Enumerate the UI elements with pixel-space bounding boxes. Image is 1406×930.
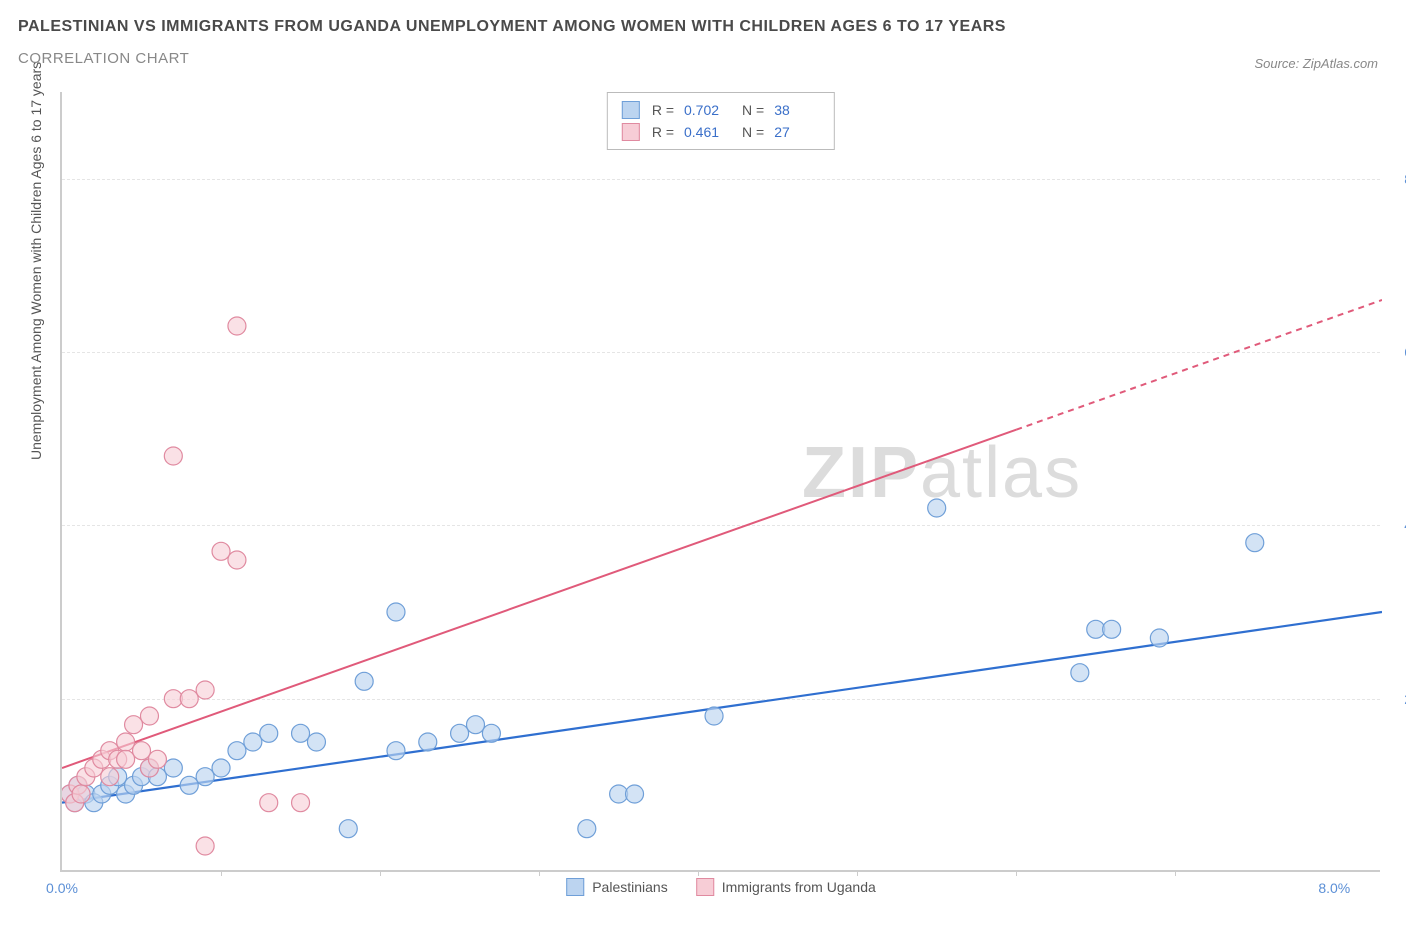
- stat-r-label: R =: [652, 102, 674, 118]
- y-tick-label: 80.0%: [1388, 171, 1406, 187]
- x-tick-label: 8.0%: [1318, 880, 1350, 896]
- data-point: [117, 750, 135, 768]
- data-point: [196, 768, 214, 786]
- data-point: [164, 759, 182, 777]
- data-point: [125, 716, 143, 734]
- data-point: [228, 742, 246, 760]
- title-block: PALESTINIAN VS IMMIGRANTS FROM UGANDA UN…: [18, 18, 1388, 67]
- data-point: [101, 768, 119, 786]
- data-point: [228, 551, 246, 569]
- data-point: [387, 742, 405, 760]
- data-point: [1071, 664, 1089, 682]
- data-point: [180, 690, 198, 708]
- data-point: [164, 690, 182, 708]
- data-point: [578, 820, 596, 838]
- data-point: [419, 733, 437, 751]
- data-point: [451, 724, 469, 742]
- y-axis-label: Unemployment Among Women with Children A…: [28, 62, 44, 460]
- data-point: [339, 820, 357, 838]
- data-point: [1103, 620, 1121, 638]
- stat-r-value: 0.702: [684, 102, 730, 118]
- data-point: [626, 785, 644, 803]
- data-point: [1246, 534, 1264, 552]
- data-point: [705, 707, 723, 725]
- data-point: [117, 733, 135, 751]
- stat-r-label: R =: [652, 124, 674, 140]
- data-point: [482, 724, 500, 742]
- plot-region: ZIPatlas 20.0%40.0%60.0%80.0% 0.0%8.0% R…: [60, 92, 1380, 872]
- chart-subtitle: CORRELATION CHART: [18, 50, 1388, 67]
- stat-n-value: 38: [774, 102, 820, 118]
- legend-swatch: [622, 123, 640, 141]
- data-point: [355, 672, 373, 690]
- legend-item: Immigrants from Uganda: [696, 878, 876, 896]
- legend-swatch: [566, 878, 584, 896]
- data-point: [148, 750, 166, 768]
- legend-swatch: [696, 878, 714, 896]
- data-point: [292, 794, 310, 812]
- data-point: [140, 707, 158, 725]
- data-point: [212, 759, 230, 777]
- data-point: [196, 681, 214, 699]
- stats-row: R = 0.461 N = 27: [622, 121, 820, 143]
- trend-line-dashed: [1016, 300, 1382, 430]
- chart-title: PALESTINIAN VS IMMIGRANTS FROM UGANDA UN…: [18, 18, 1388, 36]
- y-tick-label: 20.0%: [1388, 691, 1406, 707]
- stats-box: R = 0.702 N = 38 R = 0.461 N = 27: [607, 92, 835, 150]
- stat-r-value: 0.461: [684, 124, 730, 140]
- data-point: [387, 603, 405, 621]
- data-point: [928, 499, 946, 517]
- legend-swatch: [622, 101, 640, 119]
- data-point: [466, 716, 484, 734]
- data-point: [72, 785, 90, 803]
- data-point: [260, 794, 278, 812]
- trend-line: [62, 612, 1382, 803]
- scatter-plot-svg: [62, 92, 1382, 872]
- data-point: [228, 317, 246, 335]
- legend-item: Palestinians: [566, 878, 668, 896]
- trend-line: [62, 430, 1016, 768]
- legend-label: Immigrants from Uganda: [722, 879, 876, 895]
- bottom-legend: Palestinians Immigrants from Uganda: [566, 878, 876, 896]
- data-point: [196, 837, 214, 855]
- stat-n-label: N =: [742, 124, 764, 140]
- data-point: [1087, 620, 1105, 638]
- data-point: [164, 447, 182, 465]
- data-point: [292, 724, 310, 742]
- stat-n-value: 27: [774, 124, 820, 140]
- data-point: [244, 733, 262, 751]
- data-point: [180, 776, 198, 794]
- chart-area: ZIPatlas 20.0%40.0%60.0%80.0% 0.0%8.0% R…: [60, 92, 1380, 872]
- data-point: [1150, 629, 1168, 647]
- source-label: Source: ZipAtlas.com: [1254, 56, 1378, 71]
- data-point: [610, 785, 628, 803]
- stats-row: R = 0.702 N = 38: [622, 99, 820, 121]
- stat-n-label: N =: [742, 102, 764, 118]
- data-point: [307, 733, 325, 751]
- legend-label: Palestinians: [592, 879, 668, 895]
- data-point: [260, 724, 278, 742]
- x-tick-label: 0.0%: [46, 880, 78, 896]
- y-tick-label: 60.0%: [1388, 344, 1406, 360]
- data-point: [133, 742, 151, 760]
- data-point: [212, 542, 230, 560]
- y-tick-label: 40.0%: [1388, 517, 1406, 533]
